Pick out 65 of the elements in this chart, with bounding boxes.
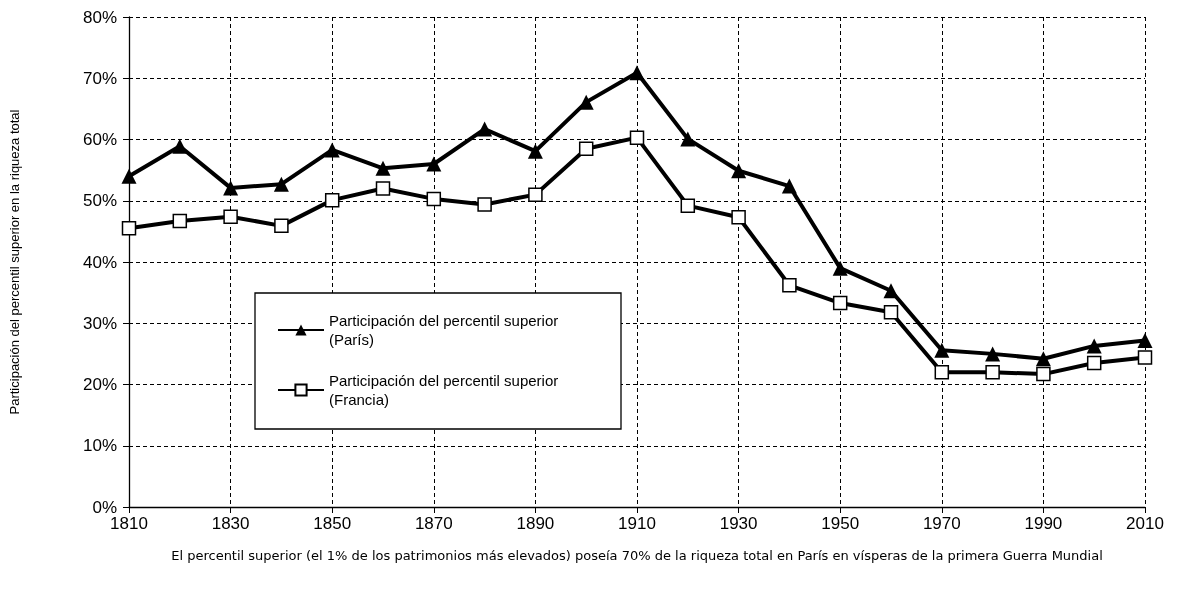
point <box>375 181 391 196</box>
point <box>832 295 848 311</box>
y-tick-label: 0% <box>92 497 117 517</box>
point <box>629 65 645 81</box>
point <box>781 178 797 194</box>
y-tick-label: 40% <box>82 252 117 272</box>
point <box>1137 332 1153 348</box>
point <box>934 365 950 380</box>
point <box>1086 355 1102 371</box>
point <box>934 342 950 358</box>
x-tick-label: 1990 <box>1024 514 1063 533</box>
y-tick-label: 50% <box>82 191 117 211</box>
y-tick-label: 60% <box>82 130 117 149</box>
point <box>477 197 492 212</box>
point <box>883 283 899 299</box>
x-tick-label: 1910 <box>618 514 656 533</box>
point <box>578 141 594 156</box>
x-tick-label: 1890 <box>516 514 555 533</box>
point <box>223 180 239 196</box>
x-tick-label: 1950 <box>821 514 860 533</box>
legend-label: Participación del percentil superior (Francia) <box>329 372 563 408</box>
x-tick-label: 1930 <box>719 514 758 533</box>
point <box>832 260 848 276</box>
y-tick-label: 70% <box>82 68 117 88</box>
x-tick-label: 1970 <box>922 514 961 533</box>
point <box>324 142 340 158</box>
x-axis-title: El percentil superior (el 1% de los patrimonios más elevados) poseía 70% de la riqueza total en París en vísperas de la primera Guerra Mundial <box>171 547 1103 563</box>
point <box>172 138 188 154</box>
x-tick-label: 2010 <box>1126 514 1164 533</box>
x-tick-label: 1830 <box>211 514 250 533</box>
point <box>1137 350 1153 365</box>
y-tick-label: 80% <box>82 7 117 27</box>
point <box>121 168 137 184</box>
point <box>324 192 340 208</box>
point <box>375 160 391 176</box>
point <box>274 218 289 234</box>
point <box>731 163 747 179</box>
point <box>985 365 1000 380</box>
y-axis-title: Participación del percentil superior en la riqueza total <box>7 109 22 415</box>
y-tick-label: 30% <box>82 313 117 333</box>
y-tick-label: 20% <box>82 375 117 394</box>
point <box>121 221 137 236</box>
x-tick-label: 1850 <box>313 514 352 533</box>
point <box>527 143 543 159</box>
point <box>172 213 188 229</box>
point <box>1086 338 1102 354</box>
point <box>883 304 899 320</box>
point <box>528 187 543 202</box>
point <box>1035 351 1051 367</box>
point <box>680 131 696 147</box>
point <box>629 130 645 145</box>
point <box>782 278 797 293</box>
x-tick-label: 1870 <box>414 514 453 533</box>
point <box>477 121 493 137</box>
x-tick-label: 1810 <box>110 514 148 533</box>
point <box>1036 366 1051 382</box>
point <box>731 210 746 225</box>
point <box>985 346 1001 362</box>
y-tick-label: 10% <box>82 436 117 456</box>
point <box>223 209 238 224</box>
point <box>426 156 442 172</box>
point <box>680 198 696 213</box>
legend-label: Participación del percentil superior (París) <box>329 312 563 348</box>
point <box>273 176 289 192</box>
point <box>426 191 442 207</box>
